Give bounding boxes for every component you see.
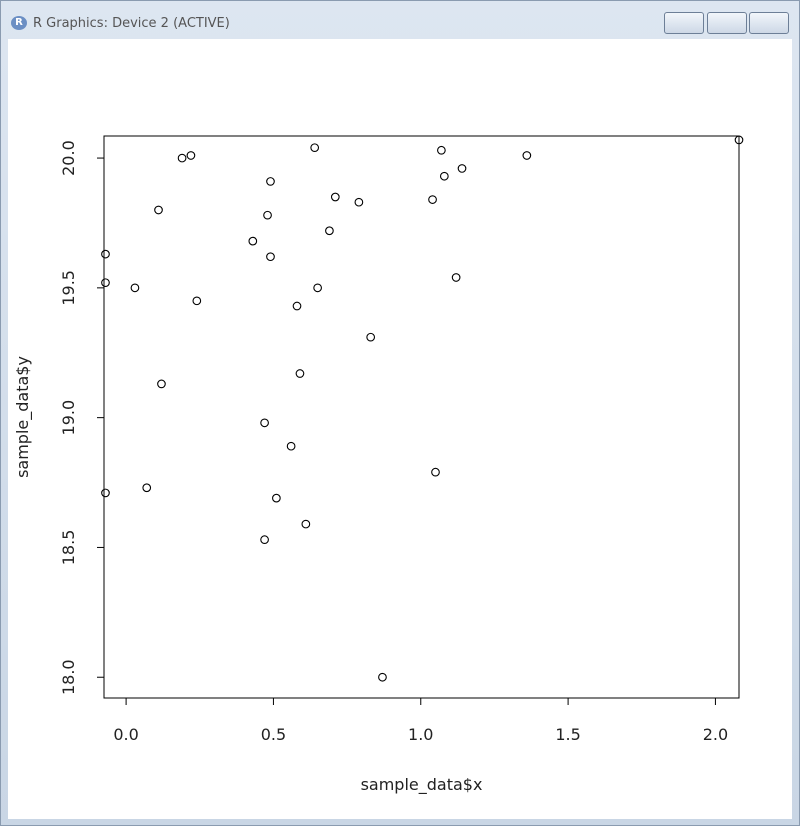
point <box>330 192 340 202</box>
point <box>313 283 322 293</box>
plot-frame <box>103 135 740 699</box>
point <box>260 418 269 428</box>
app-icon: R <box>11 16 27 30</box>
point <box>428 195 437 204</box>
point <box>130 283 140 293</box>
point <box>295 369 305 378</box>
point <box>101 488 110 498</box>
point <box>451 273 461 282</box>
point <box>192 296 202 306</box>
point <box>366 332 376 342</box>
x-tick-label: 1.0 <box>408 725 433 744</box>
y-tick-label: 19.0 <box>59 400 78 436</box>
x-tick-label: 1.5 <box>555 725 580 744</box>
maximize-button[interactable] <box>707 12 747 34</box>
point <box>177 153 187 163</box>
y-tick-label: 18.0 <box>59 659 78 695</box>
point <box>310 143 320 153</box>
y-tick-label: 20.0 <box>59 140 78 176</box>
y-tick-label: 19.5 <box>59 270 78 306</box>
y-tick-label: 18.5 <box>59 530 78 566</box>
plot-area <box>8 39 792 819</box>
x-tick-label: 2.0 <box>703 725 728 744</box>
point <box>101 278 110 288</box>
point <box>354 197 364 207</box>
window-title: R Graphics: Device 2 (ACTIVE) <box>33 16 230 31</box>
point <box>263 210 272 220</box>
point <box>378 672 387 682</box>
point <box>437 145 446 155</box>
point <box>101 249 110 259</box>
point <box>266 252 275 262</box>
point <box>260 535 269 545</box>
point <box>325 226 334 236</box>
y-axis-title: sample_data$y <box>13 356 33 478</box>
point <box>266 177 275 186</box>
point <box>248 236 258 246</box>
point <box>186 151 196 160</box>
x-tick-label: 0.0 <box>113 725 138 744</box>
point <box>154 205 163 215</box>
point <box>734 135 744 145</box>
point <box>292 301 302 311</box>
point <box>457 164 467 173</box>
close-button[interactable] <box>749 12 789 34</box>
point <box>431 467 440 477</box>
title-bar: R R Graphics: Device 2 (ACTIVE) <box>1 1 799 39</box>
point <box>301 519 311 529</box>
point <box>286 441 296 451</box>
point <box>142 483 152 493</box>
point <box>439 171 449 181</box>
minimize-button[interactable] <box>664 12 704 34</box>
point <box>157 379 166 389</box>
x-tick-label: 0.5 <box>261 725 286 744</box>
point <box>272 493 281 503</box>
x-axis-title: sample_data$x <box>361 775 483 795</box>
point <box>522 151 532 160</box>
